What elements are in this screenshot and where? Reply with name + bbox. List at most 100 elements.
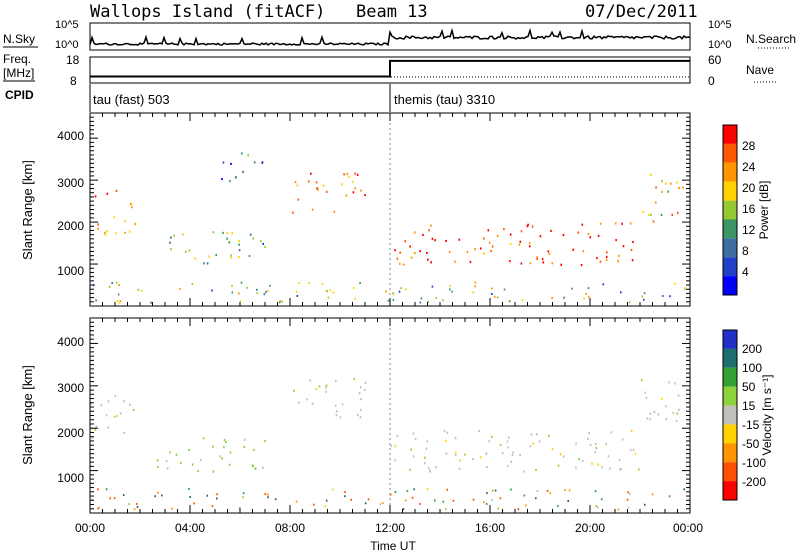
- power-echo-cell: [518, 243, 521, 246]
- velocity-echo-cell: [668, 381, 670, 384]
- velocity-echo-cell: [454, 437, 457, 440]
- power-echo-cell: [296, 184, 299, 187]
- velocity-echo-cell: [535, 497, 537, 500]
- power-echo-cell: [182, 233, 184, 236]
- velocity-echo-cell: [532, 442, 534, 445]
- velocity-echo-cell: [335, 379, 337, 383]
- velocity-echo-cell: [107, 400, 110, 403]
- power-ytick-2000: 2000: [57, 219, 84, 233]
- power-echo-cell: [402, 263, 405, 266]
- nsky-tick-top: 10^5: [55, 19, 79, 31]
- velocity-echo-cell: [390, 444, 392, 447]
- velocity-echo-cell: [325, 384, 328, 387]
- velocity-echo-cell: [107, 426, 110, 429]
- velocity-echo-cell: [595, 505, 597, 507]
- velocity-echo-cell: [490, 435, 493, 438]
- velocity-echo-cell: [657, 413, 660, 416]
- power-echo-cell: [435, 297, 438, 299]
- velocity-echo-cell: [551, 447, 554, 451]
- power-echo-cell: [238, 292, 240, 295]
- nave-tick-top: 60: [708, 53, 722, 67]
- power-echo-cell: [617, 260, 619, 263]
- vel-cbar-tick-50: 50: [742, 380, 756, 394]
- vel-cbar-tick-neg15: -15: [742, 418, 760, 432]
- vel-cbar-tick-15: 15: [742, 399, 756, 413]
- power-echo-cell: [115, 281, 118, 284]
- power-echo-cell: [261, 161, 264, 164]
- colorbar-swatch: [723, 181, 737, 201]
- power-echo-cell: [642, 298, 645, 301]
- velocity-echo-cell: [630, 429, 633, 432]
- power-echo-cell: [242, 170, 244, 173]
- power-echo-cell: [409, 245, 411, 248]
- velocity-echo-cell: [479, 456, 482, 459]
- power-echo-cell: [169, 241, 171, 244]
- velocity-echo-cell: [412, 432, 415, 435]
- power-echo-cell: [551, 262, 554, 265]
- velocity-echo-cell: [632, 448, 635, 451]
- velocity-echo-cell: [298, 401, 300, 404]
- nave-label: Nave: [746, 63, 774, 77]
- velocity-echo-cell: [91, 498, 93, 501]
- velocity-echo-cell: [610, 431, 613, 434]
- power-echo-cell: [599, 222, 602, 225]
- power-echo-cell: [631, 259, 634, 262]
- power-echo-cell: [352, 287, 355, 290]
- velocity-echo-cell: [472, 458, 474, 461]
- power-echo-cell: [106, 230, 108, 233]
- freq-tick-bottom: 8: [70, 74, 77, 88]
- power-echo-cell: [605, 255, 608, 258]
- velocity-echo-cell: [629, 493, 631, 496]
- power-echo-cell: [519, 240, 522, 243]
- power-echo-cell: [571, 287, 573, 290]
- velocity-echo-cell: [454, 454, 457, 457]
- power-echo-cell: [451, 290, 453, 293]
- velocity-echo-cell: [597, 506, 599, 509]
- power-echo-cell: [128, 230, 131, 233]
- velocity-echo-cell: [427, 467, 430, 470]
- velocity-echo-cell: [161, 494, 163, 497]
- velocity-echo-cell: [97, 488, 99, 491]
- velocity-echo-cell: [114, 394, 117, 398]
- power-echo-cell: [230, 256, 233, 259]
- power-echo-cell: [678, 187, 680, 190]
- velocity-echo-cell: [175, 453, 178, 456]
- velocity-cbar-label: Velocity [m s⁻¹]: [760, 374, 774, 455]
- velocity-echo-cell: [523, 470, 526, 473]
- power-echo-cell: [311, 208, 314, 211]
- power-echo-cell: [222, 161, 225, 164]
- velocity-echo-cell: [607, 455, 610, 458]
- power-echo-cell: [231, 291, 234, 294]
- power-echo-cell: [665, 182, 667, 185]
- colorbar-swatch: [723, 162, 737, 182]
- velocity-echo-cell: [262, 466, 264, 469]
- power-echo-cell: [641, 295, 644, 298]
- power-echo-cell: [255, 288, 258, 291]
- velocity-ytick-2000: 2000: [57, 426, 84, 440]
- power-echo-cell: [426, 251, 428, 255]
- velocity-echo-cell: [379, 503, 382, 506]
- power-echo-cell: [503, 228, 505, 231]
- power-echo-cell: [322, 184, 325, 187]
- power-echo-cell: [670, 182, 672, 185]
- power-echo-cell: [615, 239, 617, 242]
- velocity-echo-cell: [485, 502, 488, 505]
- velocity-echo-cell: [336, 410, 338, 413]
- velocity-echo-cell: [367, 498, 370, 501]
- power-echo-cell: [503, 288, 506, 291]
- power-echo-cell: [643, 292, 646, 295]
- velocity-echo-cell: [464, 453, 466, 456]
- power-echo-cell: [529, 241, 531, 245]
- power-echo-cell: [310, 172, 312, 175]
- power-colorbar: [723, 125, 737, 295]
- power-echo-cell: [606, 251, 608, 254]
- power-cbar-tick-28: 28: [742, 139, 756, 153]
- power-echo-cell: [410, 256, 413, 259]
- power-echo-cell: [628, 301, 631, 304]
- power-echo-cell: [448, 250, 451, 253]
- velocity-echo-cell: [424, 456, 426, 459]
- power-echo-cell: [115, 189, 118, 192]
- power-echo-cell: [583, 297, 585, 300]
- power-echo-cell: [399, 262, 401, 265]
- velocity-echo-cell: [575, 466, 577, 469]
